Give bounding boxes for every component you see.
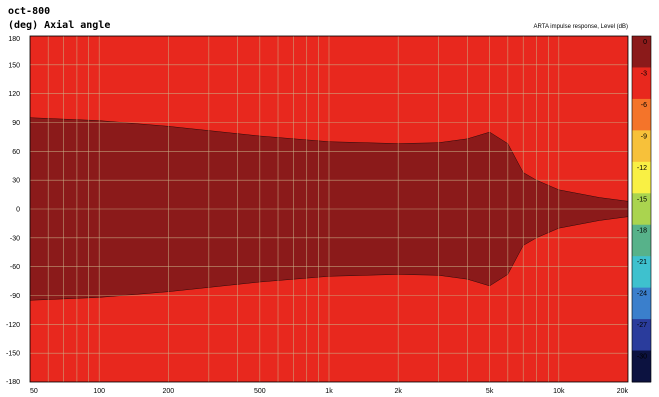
colorbar-swatch bbox=[632, 350, 651, 383]
colorbar: 0 -3 -6 -9 -12 -15 -18 -21 -24 -27 -30 bbox=[631, 35, 652, 383]
colorbar-level-label: -15 bbox=[637, 196, 647, 203]
y-tick-label: 30 bbox=[12, 178, 20, 185]
x-tick-label: 50 bbox=[30, 388, 38, 395]
y-tick-label: -120 bbox=[6, 322, 20, 329]
colorbar-swatch bbox=[632, 130, 651, 163]
colorbar-swatch bbox=[632, 287, 651, 320]
y-tick-label: -90 bbox=[10, 293, 20, 300]
colorbar-level-label: -18 bbox=[637, 228, 647, 235]
y-tick-label: 0 bbox=[16, 207, 20, 214]
colorbar-level-label: -3 bbox=[641, 70, 647, 77]
colorbar-swatch bbox=[632, 98, 651, 131]
plot-frame bbox=[29, 35, 629, 383]
y-axis-title: (deg) Axial angle bbox=[8, 20, 111, 31]
x-tick-label: 100 bbox=[93, 388, 105, 395]
colorbar-swatch bbox=[632, 67, 651, 100]
colorbar-level-label: -30 bbox=[637, 354, 647, 361]
y-tick-label: -60 bbox=[10, 264, 20, 271]
y-tick-label: 120 bbox=[8, 91, 20, 98]
x-tick-label: 2k bbox=[394, 388, 402, 395]
y-tick-label: 180 bbox=[8, 36, 20, 43]
x-tick-label: 20k bbox=[617, 388, 629, 395]
y-tick-label: -150 bbox=[6, 351, 20, 358]
x-tick-label: 500 bbox=[254, 388, 266, 395]
colorbar-swatch bbox=[632, 36, 651, 68]
y-tick-label: 90 bbox=[12, 120, 20, 127]
colorbar-level-label: -9 bbox=[641, 133, 647, 140]
x-tick-label: 1k bbox=[325, 388, 333, 395]
colorbar-level-label: -27 bbox=[637, 322, 647, 329]
colorbar-swatch bbox=[632, 224, 651, 257]
y-tick-label: -30 bbox=[10, 235, 20, 242]
y-tick-label: 60 bbox=[12, 149, 20, 156]
y-tick-label: 150 bbox=[8, 62, 20, 69]
x-tick-label: 200 bbox=[163, 388, 175, 395]
colorbar-frame bbox=[631, 35, 652, 383]
colorbar-level-label: 0 bbox=[643, 39, 647, 46]
x-tick-label: 10k bbox=[553, 388, 565, 395]
colorbar-swatch bbox=[632, 161, 651, 194]
x-tick-label: 5k bbox=[486, 388, 494, 395]
y-tick-label: -180 bbox=[6, 379, 20, 386]
colorbar-level-label: -12 bbox=[637, 165, 647, 172]
colorbar-caption: ARTA impulse response, Level (dB) bbox=[533, 24, 629, 30]
chart-title-model: oct-800 bbox=[8, 6, 51, 17]
colorbar-level-label: -21 bbox=[637, 259, 647, 266]
y-axis-ticks: 180 150 120 90 60 30 0 -30 -60 -90 -120 -150 -180 bbox=[6, 36, 20, 386]
colorbar-swatch bbox=[632, 256, 651, 289]
colorbar-level-label: -24 bbox=[637, 291, 647, 298]
colorbar-level-label: -6 bbox=[641, 102, 647, 109]
colorbar-swatch bbox=[632, 319, 651, 352]
colorbar-swatch bbox=[632, 193, 651, 226]
x-axis-ticks: 50 100 200 500 1k 2k 5k 10k 20k bbox=[30, 388, 628, 395]
grid-lines bbox=[30, 36, 628, 382]
